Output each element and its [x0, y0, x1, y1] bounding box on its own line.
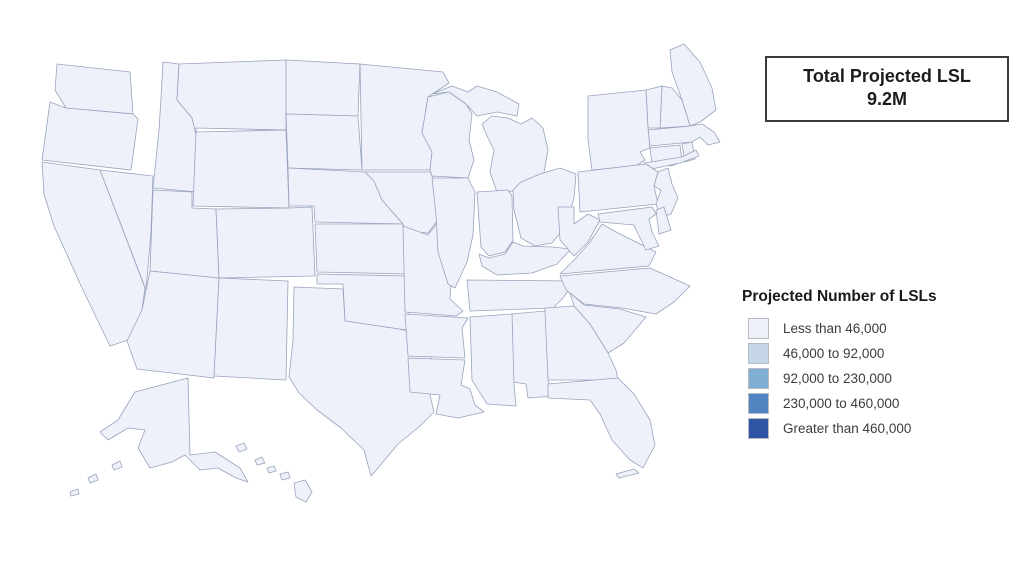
legend-swatch-dark	[748, 393, 769, 414]
legend-swatch-darkest	[748, 418, 769, 439]
legend-item: 230,000 to 460,000	[742, 391, 1002, 416]
legend-label: 92,000 to 230,000	[783, 371, 892, 386]
legend-label: 46,000 to 92,000	[783, 346, 885, 361]
state-PA	[577, 163, 659, 213]
state-NV	[99, 169, 154, 291]
state-IN	[476, 189, 514, 257]
state-KS	[314, 223, 407, 275]
state-LA	[407, 357, 485, 419]
state-DE	[655, 206, 672, 235]
state-MI	[431, 85, 549, 193]
state-OR	[41, 101, 139, 171]
state-NM	[213, 277, 289, 381]
state-AL	[511, 310, 554, 399]
legend-item: 92,000 to 230,000	[742, 366, 1002, 391]
state-IL	[431, 177, 476, 289]
state-HI	[235, 442, 313, 503]
state-SD	[285, 113, 363, 171]
state-VA	[559, 223, 657, 275]
state-AR	[404, 313, 469, 359]
legend-title: Projected Number of LSLs	[742, 288, 937, 305]
state-CO	[215, 206, 316, 279]
legend-label: Less than 46,000	[783, 321, 887, 336]
state-VT	[645, 85, 663, 129]
legend-item: Less than 46,000	[742, 316, 1002, 341]
total-value: 9.2M	[866, 89, 908, 110]
map-legend: Projected Number of LSLs Less than 46,00…	[742, 288, 1002, 441]
state-MS	[469, 313, 517, 407]
legend-swatch-lightest	[748, 318, 769, 339]
state-MA	[647, 123, 721, 147]
legend-item: Greater than 460,000	[742, 416, 1002, 441]
legend-item: 46,000 to 92,000	[742, 341, 1002, 366]
state-ME	[669, 43, 717, 127]
state-KY	[478, 241, 572, 276]
state-AK	[69, 377, 249, 497]
state-ND	[285, 59, 361, 117]
legend-label: 230,000 to 460,000	[783, 396, 900, 411]
state-MD	[597, 206, 660, 251]
us-states-group	[41, 43, 721, 503]
legend-swatch-light	[748, 343, 769, 364]
state-WA	[54, 63, 134, 115]
state-FL	[547, 377, 656, 479]
state-MT	[176, 59, 287, 135]
state-WY	[192, 129, 290, 209]
total-label: Total Projected LSL	[803, 66, 971, 86]
state-TX	[288, 286, 435, 477]
legend-label: Greater than 460,000	[783, 421, 912, 436]
total-projected-lsl-box: Total Projected LSL 9.2M	[765, 56, 1009, 122]
legend-swatch-medium	[748, 368, 769, 389]
state-TN	[466, 279, 576, 312]
